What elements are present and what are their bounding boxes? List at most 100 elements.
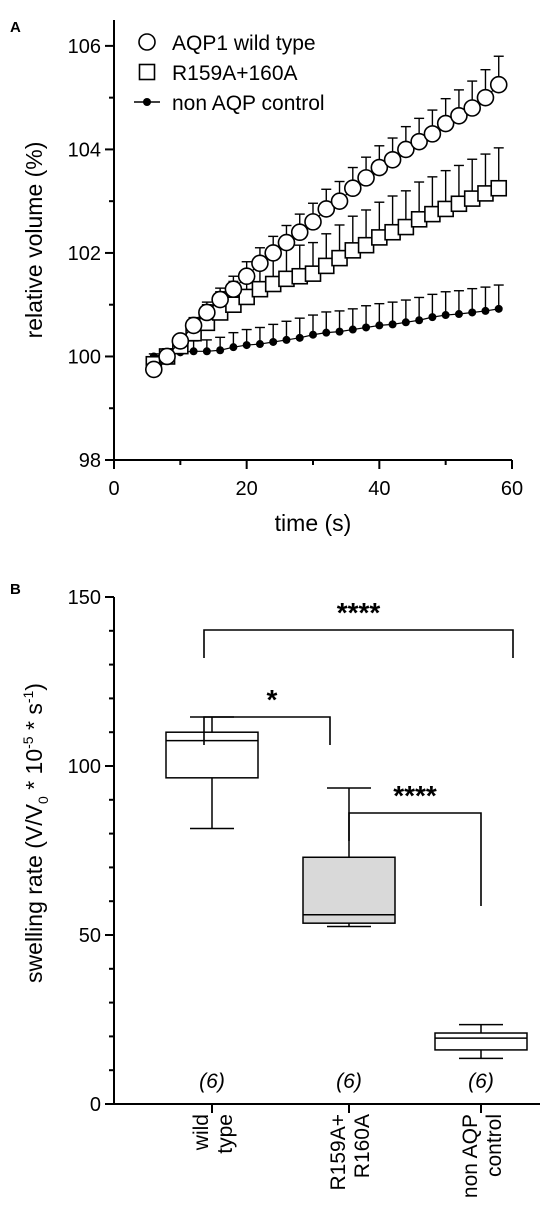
data-point	[304, 213, 322, 231]
legend-marker-filled-circle	[143, 98, 151, 106]
data-point	[198, 303, 216, 322]
significance-bracket: ****	[348, 780, 482, 906]
significance-bracket: *	[203, 684, 331, 745]
panel-b-y-tick-label: 150	[68, 587, 101, 609]
panel-b-box-chart: B 0 50 100 150 swelling rate (V/V0 * 10-5 *…	[10, 581, 540, 1198]
box-plot: (6)	[434, 1023, 528, 1093]
panel-a-line-chart: A 98 100 102 104 106 0 20 40 60 relative volume…	[10, 19, 523, 536]
data-point	[224, 280, 243, 298]
panel-b-y-tick-label: 100	[68, 756, 101, 778]
panel-a-legend: AQP1 wild type R159A+160A non AQP control	[134, 32, 325, 115]
data-point	[489, 75, 508, 94]
significance-label: ****	[393, 780, 437, 811]
data-point	[397, 140, 415, 159]
data-point	[251, 254, 269, 273]
box-iqr	[165, 731, 259, 779]
data-point	[436, 114, 455, 133]
panel-a-x-tick-label: 20	[236, 478, 258, 500]
significance-bracket: ****	[203, 597, 514, 658]
bracket-line	[203, 716, 331, 745]
panel-a-y-tick-label: 100	[68, 346, 101, 368]
panel-a-y-axis-title: relative volume (%)	[21, 142, 47, 339]
data-point	[330, 192, 349, 210]
data-point	[383, 150, 402, 169]
data-point	[454, 310, 463, 319]
data-point	[202, 347, 211, 356]
data-point	[343, 179, 362, 198]
data-point	[481, 306, 490, 315]
data-point	[264, 244, 283, 262]
data-point	[494, 304, 503, 313]
data-point	[415, 316, 424, 325]
data-point	[158, 347, 176, 366]
box-plot: (6)	[302, 787, 396, 1093]
category-label-line1: wild	[190, 1114, 213, 1151]
data-point	[189, 347, 198, 356]
data-point	[277, 233, 296, 252]
data-point	[450, 106, 468, 125]
data-point	[171, 332, 190, 350]
data-point	[357, 169, 375, 187]
panel-b-letter: B	[10, 581, 21, 598]
data-point	[269, 337, 278, 346]
category-label: non AQP control	[459, 1114, 506, 1198]
box-iqr	[434, 1032, 528, 1051]
data-point	[490, 179, 508, 197]
panel-b-y-axis-title: swelling rate (V/V0 * 10-5 * s-1)	[20, 683, 51, 983]
data-point	[410, 132, 428, 151]
panel-b-y-ticks: 0 50 100 150	[68, 587, 114, 1116]
category-label-line1: non AQP	[459, 1114, 482, 1198]
legend-marker-open-square	[138, 63, 156, 81]
series-open-square	[145, 147, 508, 373]
data-point	[401, 318, 410, 327]
box-iqr	[302, 856, 396, 924]
category-label-line2: type	[214, 1114, 237, 1154]
data-point	[388, 320, 397, 329]
legend-marker-open-circle	[138, 33, 156, 51]
data-point	[242, 341, 251, 350]
data-point	[348, 325, 357, 334]
category-label-line2: R160A	[351, 1114, 374, 1178]
data-point	[237, 267, 256, 286]
data-point	[145, 360, 163, 379]
data-point	[362, 323, 371, 332]
series-open-circle	[145, 55, 508, 379]
data-point	[282, 335, 291, 344]
data-point	[423, 125, 442, 143]
data-point	[290, 223, 309, 242]
bracket-line	[203, 629, 514, 658]
data-point	[211, 290, 229, 309]
box-plot: (6)	[165, 716, 259, 1093]
data-point	[476, 88, 495, 107]
data-point	[441, 311, 450, 320]
category-label-line2: control	[483, 1114, 506, 1177]
panel-b-significance-brackets: *********	[203, 597, 514, 906]
panel-b-category-labels: wild type R159A+ R160A non AQP control	[190, 1114, 506, 1198]
panel-a-x-tick-label: 0	[108, 478, 119, 500]
legend-label: R159A+160A	[172, 62, 298, 85]
sample-size-label: (6)	[199, 1070, 225, 1093]
panel-a-x-ticks: 0 20 40 60	[108, 460, 523, 500]
panel-a-y-tick-label: 102	[68, 243, 101, 265]
data-point	[295, 333, 304, 342]
panel-a-axes	[113, 20, 512, 461]
bracket-line	[348, 812, 482, 906]
significance-label: *	[267, 684, 278, 715]
panel-a-letter: A	[10, 19, 21, 36]
panel-a-y-tick-label: 98	[79, 450, 101, 472]
panel-a-x-tick-label: 40	[368, 478, 390, 500]
data-point	[322, 328, 331, 337]
panel-b-y-tick-label: 0	[90, 1094, 101, 1116]
data-point	[229, 343, 238, 352]
panel-b-y-tick-label: 50	[79, 925, 101, 947]
data-point	[184, 316, 203, 335]
data-point	[370, 158, 389, 177]
category-label: wild type	[190, 1114, 237, 1154]
data-point	[463, 99, 482, 117]
data-point	[255, 340, 264, 349]
legend-label: non AQP control	[172, 92, 325, 115]
legend-label: AQP1 wild type	[172, 32, 316, 55]
panel-b-boxes: (6) (6) (6)	[165, 716, 528, 1093]
data-point	[216, 346, 225, 355]
